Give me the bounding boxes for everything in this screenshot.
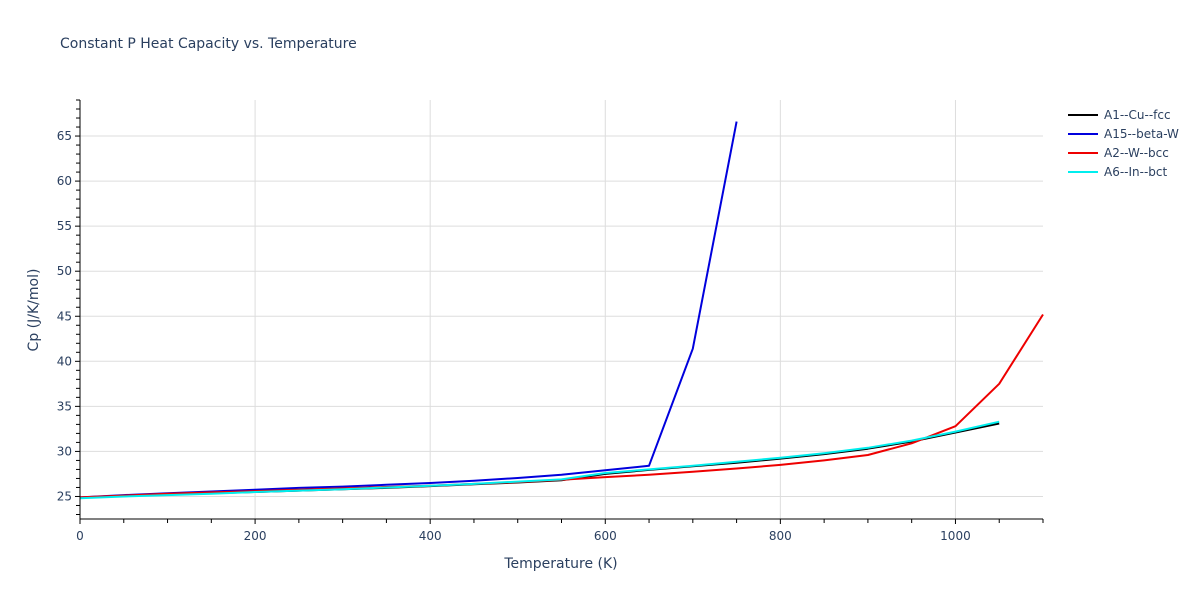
axes: 0 200 400 600 800 1000 25 30 35 40 45 50 55 60 65 — [57, 99, 1044, 543]
series-line-1[interactable] — [79, 121, 738, 499]
svg-text:35: 35 — [57, 399, 72, 413]
legend-label: A6--In--bct — [1104, 164, 1168, 179]
chart-title: Constant P Heat Capacity vs. Temperature — [60, 36, 357, 52]
svg-text:600: 600 — [594, 529, 617, 543]
svg-text:60: 60 — [57, 174, 72, 188]
svg-text:200: 200 — [244, 529, 267, 543]
legend-label: A15--beta-W — [1104, 126, 1179, 141]
svg-text:800: 800 — [769, 529, 792, 543]
svg-text:400: 400 — [419, 529, 442, 543]
legend-line-swatch-icon — [1068, 151, 1098, 154]
x-axis-title: Temperature (K) — [503, 556, 617, 572]
svg-text:40: 40 — [57, 354, 72, 368]
legend-line-swatch-icon — [1068, 170, 1098, 173]
svg-text:1000: 1000 — [940, 529, 971, 543]
legend: A1--Cu--fcc A15--beta-W A2--W--bcc A6--I… — [1068, 105, 1179, 181]
y-axis-title: Cp (J/K/mol) — [26, 269, 42, 352]
svg-text:55: 55 — [57, 219, 72, 233]
legend-line-swatch-icon — [1068, 132, 1098, 135]
svg-text:45: 45 — [57, 309, 72, 323]
legend-line-swatch-icon — [1068, 113, 1098, 116]
legend-item-a1-cu-fcc[interactable]: A1--Cu--fcc — [1068, 105, 1179, 124]
svg-text:25: 25 — [57, 489, 72, 503]
svg-text:30: 30 — [57, 444, 72, 458]
legend-item-a2-w-bcc[interactable]: A2--W--bcc — [1068, 143, 1179, 162]
legend-label: A2--W--bcc — [1104, 145, 1169, 160]
svg-text:65: 65 — [57, 129, 72, 143]
series-line-0[interactable] — [79, 422, 1000, 499]
gridlines — [80, 100, 1043, 519]
series-line-3[interactable] — [79, 420, 1000, 500]
series-layer — [79, 121, 1044, 500]
legend-item-a6-in-bct[interactable]: A6--In--bct — [1068, 162, 1179, 181]
svg-text:50: 50 — [57, 264, 72, 278]
legend-item-a15-beta-w[interactable]: A15--beta-W — [1068, 124, 1179, 143]
svg-text:0: 0 — [76, 529, 84, 543]
legend-label: A1--Cu--fcc — [1104, 107, 1171, 122]
